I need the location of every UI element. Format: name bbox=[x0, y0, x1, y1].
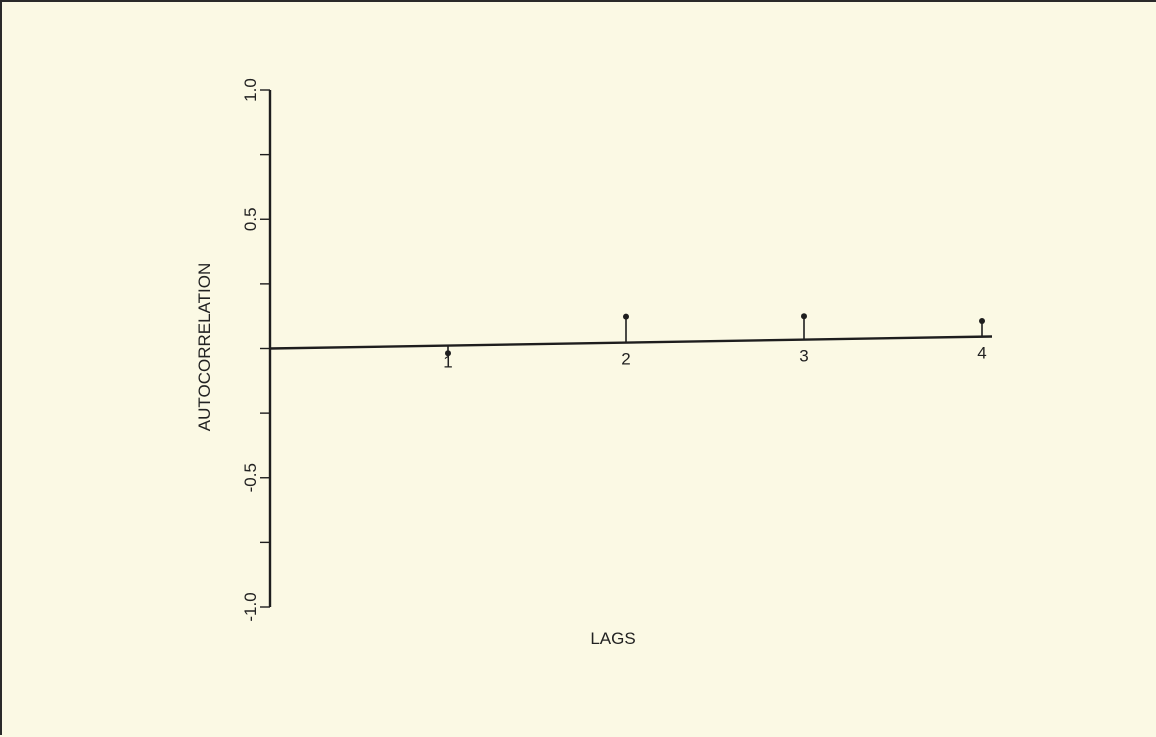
x-tick-label: 3 bbox=[799, 347, 808, 366]
y-ticks bbox=[260, 89, 270, 608]
x-tick-label: 2 bbox=[621, 350, 630, 369]
x-tick-labels: 1 2 3 4 bbox=[443, 344, 986, 372]
autocorrelation-point bbox=[801, 313, 807, 320]
x-axis-label: LAGS bbox=[590, 629, 635, 648]
y-tick-label: 0.5 bbox=[241, 207, 260, 231]
autocorrelation-point bbox=[623, 313, 629, 320]
x-axis-line bbox=[269, 335, 993, 350]
autocorrelation-point bbox=[445, 350, 451, 357]
y-axis-label: AUTOCORRELATION bbox=[195, 263, 214, 431]
autocorrelation-stems bbox=[445, 313, 985, 357]
y-tick-labels: 1.0 0.5 -0.5 -1.0 bbox=[241, 78, 260, 621]
y-tick-label: -1.0 bbox=[241, 592, 260, 621]
autocorrelation-point bbox=[979, 317, 985, 324]
x-tick-label: 1 bbox=[443, 353, 452, 372]
y-tick-label: 1.0 bbox=[241, 78, 260, 102]
axes bbox=[268, 90, 993, 607]
y-tick-label: -0.5 bbox=[241, 463, 260, 492]
x-tick-label: 4 bbox=[977, 344, 986, 363]
